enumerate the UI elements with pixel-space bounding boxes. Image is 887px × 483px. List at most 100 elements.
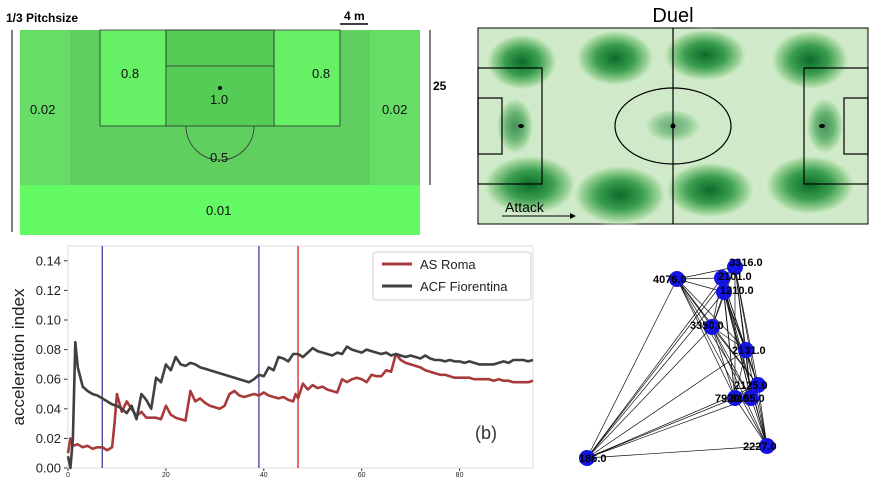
network-edge <box>676 278 725 293</box>
network-edge <box>745 349 752 399</box>
y-tick-label: 0.08 <box>36 342 61 357</box>
network-nodes: 4076.0 3316.0 2101.0 1210.0 3350.0 2131.0 2125… <box>579 257 777 466</box>
network-node <box>759 438 775 454</box>
y-tick-label: 0.00 <box>36 461 61 476</box>
x-tick-label: 20 <box>162 472 170 478</box>
x-tick-label: 40 <box>260 472 268 478</box>
duel-heat-blobs <box>480 27 858 227</box>
network-node-label: 2131.0 <box>732 345 766 357</box>
network-node <box>579 450 595 466</box>
left-penalty-spot <box>518 124 524 128</box>
network-node <box>750 377 766 393</box>
network-edge <box>711 326 768 447</box>
network-edge <box>711 326 752 399</box>
network-edge <box>734 397 768 447</box>
network-edge <box>586 397 736 459</box>
scale-label: 4 m <box>344 9 365 23</box>
pitch-bottom-strip <box>20 185 420 235</box>
network-edge <box>586 326 713 459</box>
network-edge <box>757 384 768 447</box>
legend-label-fiorentina: ACF Fiorentina <box>420 279 508 294</box>
right-wing-value: 0.02 <box>382 102 407 117</box>
attack-label: Attack <box>505 199 545 215</box>
network-edge <box>723 291 752 399</box>
network-edge <box>734 266 768 447</box>
legend-box <box>372 251 532 301</box>
network-node <box>716 284 732 300</box>
y-tick-label: 0.04 <box>36 401 61 416</box>
network-graph-panel: 4076.0 3316.0 2101.0 1210.0 3350.0 2131.0 2125… <box>560 240 887 478</box>
y-axis-label: acceleration index <box>9 288 28 426</box>
left-box-side-zone <box>99 29 167 127</box>
network-edge <box>676 278 736 399</box>
bottom-strip-value: 0.01 <box>206 203 231 218</box>
network-node-label: 3316.0 <box>729 257 763 269</box>
acceleration-chart-panel: acceleration index 0.00 0.02 0.04 0.06 0.08 0… <box>0 240 545 479</box>
network-node <box>669 271 685 287</box>
network-edge <box>586 445 768 459</box>
duel-title: Duel <box>652 5 693 27</box>
width-label: 25 <box>433 79 447 93</box>
network-edge <box>711 326 759 386</box>
x-tick-label: 60 <box>358 472 366 478</box>
penalty-arc <box>185 125 255 161</box>
network-node <box>743 390 759 406</box>
x-tick-labels: 0 20 40 60 80 <box>66 468 464 479</box>
legend-label-roma: AS Roma <box>420 257 476 272</box>
y-tick-label: 0.06 <box>36 372 61 387</box>
network-node <box>738 342 754 358</box>
network-edge <box>676 278 747 351</box>
right-box-side-zone <box>273 29 341 127</box>
left-box-side-value: 0.8 <box>121 66 139 81</box>
legend: AS Roma ACF Fiorentina <box>372 251 532 301</box>
network-graph-svg: 4076.0 3316.0 2101.0 1210.0 3350.0 2131.0 2125… <box>579 257 777 466</box>
network-edge <box>586 278 678 459</box>
network-node-label: 1210.0 <box>720 285 754 297</box>
box-center-value: 1.0 <box>210 92 228 107</box>
y-tick-label: 0.14 <box>36 253 61 268</box>
network-edge <box>586 291 725 459</box>
acceleration-chart-svg: acceleration index 0.00 0.02 0.04 0.06 0.08 0… <box>9 245 534 479</box>
duel-heatmap-svg: Duel Attack <box>477 5 869 227</box>
pitch-size-label: 1/3 Pitchsize <box>6 11 78 25</box>
network-node <box>714 270 730 286</box>
network-node-label: 2125.0 <box>734 380 768 392</box>
network-node-label: 3350.0 <box>690 320 724 332</box>
network-node <box>704 319 720 335</box>
duel-pitch-lines <box>477 28 869 224</box>
duel-heatmap-panel: Duel Attack <box>470 0 887 240</box>
network-edge <box>711 326 736 399</box>
centre-spot <box>670 123 676 129</box>
y-tick-label: 0.02 <box>36 431 61 446</box>
pitch-zone-svg: 1/3 Pitchsize 4 m 25 0.02 0.02 0.8 0.8 1… <box>6 9 447 235</box>
network-edge <box>676 278 768 447</box>
attack-arrow-head <box>570 213 576 219</box>
network-node-label: 186.0 <box>579 453 607 465</box>
network-node-label: 8155.0 <box>731 393 765 405</box>
right-box-side-value: 0.8 <box>312 66 330 81</box>
network-node-label: 7920.0 <box>715 393 749 405</box>
panel-label: (b) <box>475 423 497 443</box>
y-tick-labels: 0.00 0.02 0.04 0.06 0.08 0.10 0.12 0.14 <box>36 253 68 476</box>
network-node-label: 4076.0 <box>653 274 687 286</box>
network-edge <box>586 266 736 459</box>
series-line-fiorentina <box>66 340 534 470</box>
network-node <box>727 390 743 406</box>
network-edge <box>723 291 736 399</box>
network-edge <box>586 349 747 459</box>
goal-area <box>165 29 275 67</box>
network-edge <box>750 397 768 447</box>
network-node-label: 2101.0 <box>718 271 752 283</box>
penalty-box-center-zone <box>165 29 275 127</box>
network-node <box>727 259 743 275</box>
network-edge <box>676 266 736 280</box>
x-tick-label: 80 <box>456 472 464 478</box>
arc-zone-value: 0.5 <box>210 150 228 165</box>
y-tick-label: 0.10 <box>36 313 61 328</box>
pitch-zone-panel: 1/3 Pitchsize 4 m 25 0.02 0.02 0.8 0.8 1… <box>0 0 450 240</box>
network-edge <box>734 349 747 399</box>
network-node-label: 2227.0 <box>743 441 777 453</box>
left-wing-value: 0.02 <box>30 102 55 117</box>
x-tick-label: 0 <box>66 472 70 478</box>
network-edge <box>586 397 752 459</box>
